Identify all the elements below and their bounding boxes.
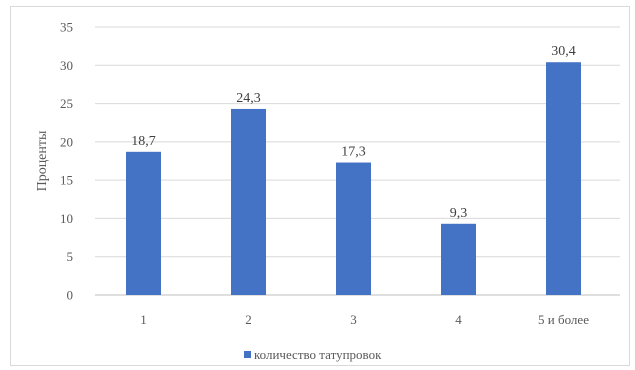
y-tick-label: 10 (60, 211, 73, 226)
y-tick-label: 25 (60, 96, 73, 111)
y-tick-label: 5 (67, 249, 74, 264)
gridlines (95, 26, 620, 296)
x-tick-label: 2 (245, 312, 252, 327)
x-axis-ticks: 1 2 3 4 5 и более (140, 312, 589, 327)
x-tick-label: 4 (455, 312, 462, 327)
y-tick-label: 35 (60, 20, 73, 35)
y-axis-title: Проценты (35, 130, 50, 191)
y-tick-label: 0 (67, 288, 74, 303)
legend-swatch (244, 351, 251, 358)
y-tick-label: 20 (60, 134, 73, 149)
bar (126, 151, 161, 295)
bar (546, 62, 581, 296)
x-tick-label: 1 (140, 312, 147, 327)
bar (231, 108, 266, 295)
x-tick-label: 3 (350, 312, 357, 327)
y-axis-ticks: 0 5 10 15 20 25 30 35 (60, 20, 73, 303)
y-tick-label: 30 (60, 58, 73, 73)
legend-label: количество татупровок (254, 347, 382, 362)
bars (126, 62, 581, 296)
x-tick-label: 5 и более (538, 312, 589, 327)
data-label: 9,3 (450, 206, 468, 221)
data-label: 30,4 (551, 44, 576, 59)
bar (336, 162, 371, 295)
data-label: 17,3 (341, 145, 366, 160)
data-label: 18,7 (131, 134, 156, 149)
data-label: 24,3 (236, 91, 261, 106)
legend: количество татупровок (244, 347, 382, 362)
chart-frame (10, 6, 630, 366)
data-labels: 18,7 24,3 17,3 9,3 30,4 (131, 44, 576, 221)
bar (441, 223, 476, 295)
y-tick-label: 15 (60, 173, 73, 188)
